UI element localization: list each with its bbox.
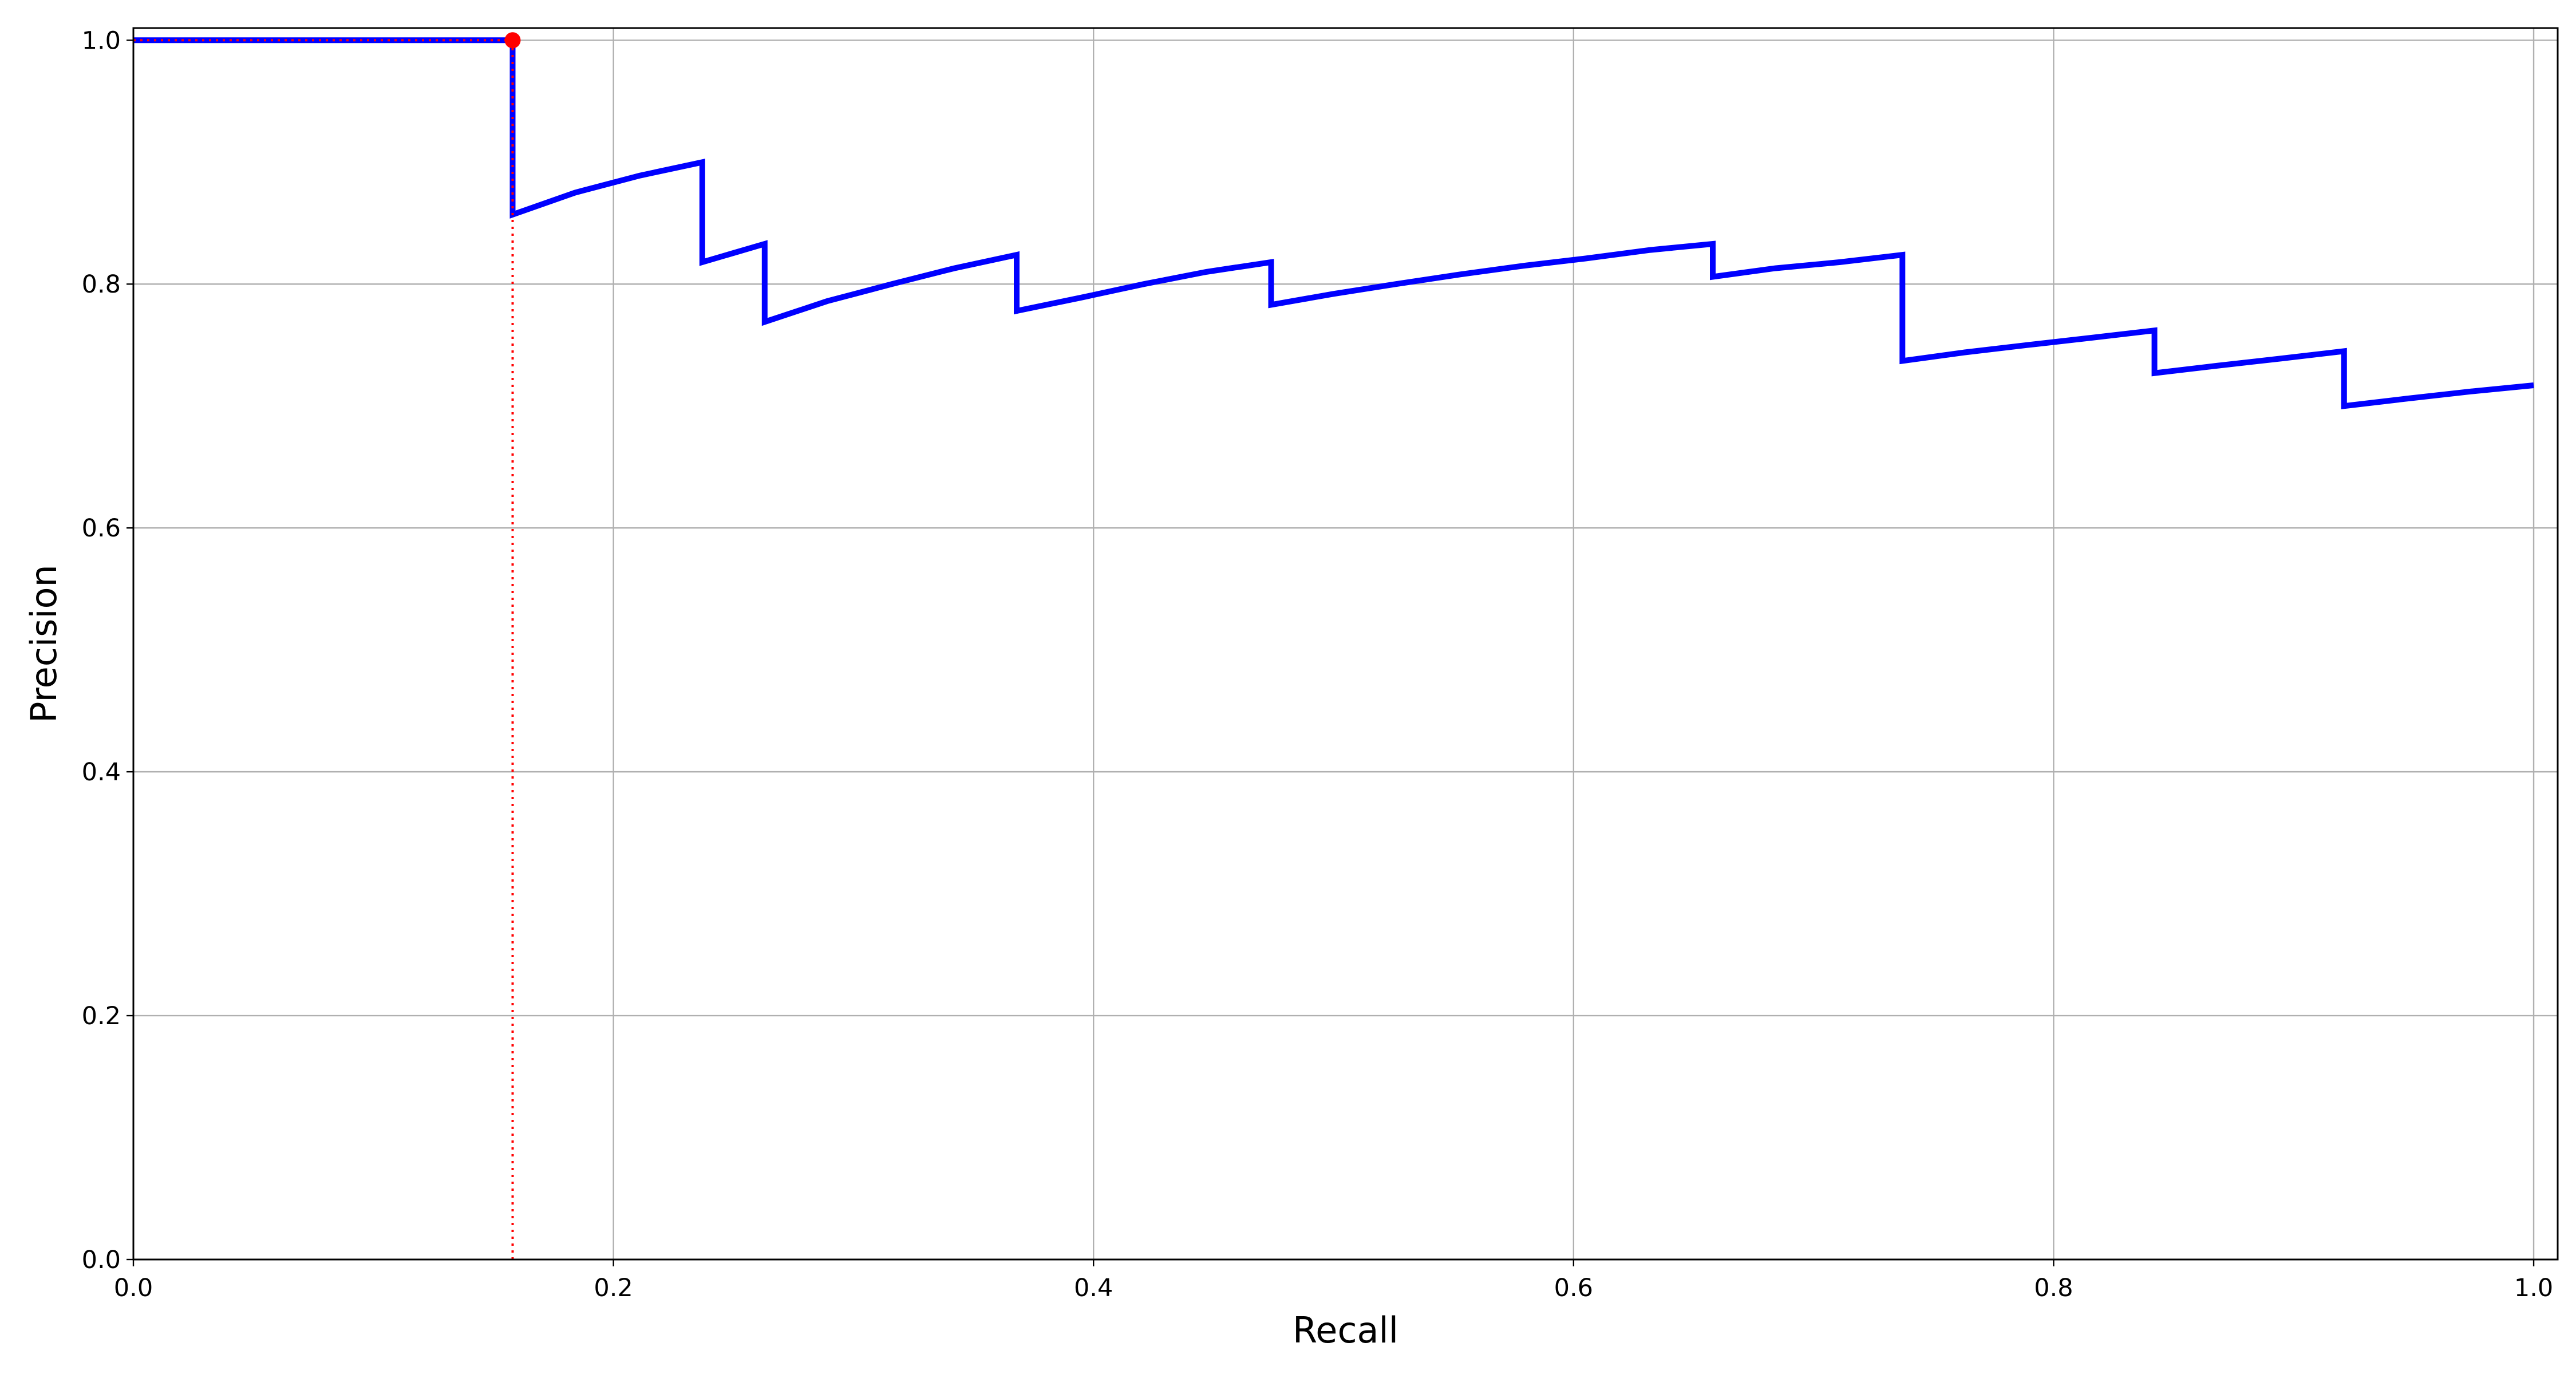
x-axis-title: Recall — [1293, 1309, 1398, 1351]
y-tick-label: 0.2 — [82, 1002, 121, 1030]
highlight-layer — [504, 32, 521, 49]
y-tick-label: 1.0 — [82, 26, 121, 55]
y-axis-title: Precision — [23, 564, 65, 723]
series-layer — [133, 37, 2534, 409]
x-tick-label: 0.0 — [114, 1274, 153, 1302]
tick-layer: 0.0 0.2 0.4 0.6 0.8 1.0 0.0 0.2 0.4 0.6 0.8 1.0 — [82, 26, 2554, 1302]
x-tick-label: 0.8 — [2034, 1274, 2073, 1302]
threshold-point-marker — [504, 32, 521, 49]
reference-lines — [133, 39, 514, 1260]
x-tick-label: 0.2 — [594, 1274, 633, 1302]
x-tick-label: 1.0 — [2514, 1274, 2553, 1302]
y-tick-label: 0.8 — [82, 270, 121, 299]
x-tick-label: 0.4 — [1074, 1274, 1113, 1302]
y-tick-label: 0.6 — [82, 514, 121, 543]
plot-frame — [132, 27, 2559, 1261]
y-tick-label: 0.0 — [82, 1246, 121, 1274]
precision-recall-curve — [133, 37, 2534, 409]
x-tick-label: 0.6 — [1554, 1274, 1593, 1302]
y-tick-label: 0.4 — [82, 758, 121, 787]
